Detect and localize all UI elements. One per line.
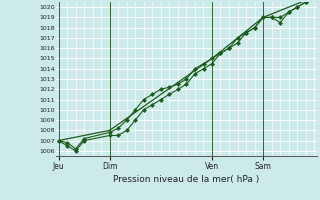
- X-axis label: Pression niveau de la mer( hPa ): Pression niveau de la mer( hPa ): [113, 175, 260, 184]
